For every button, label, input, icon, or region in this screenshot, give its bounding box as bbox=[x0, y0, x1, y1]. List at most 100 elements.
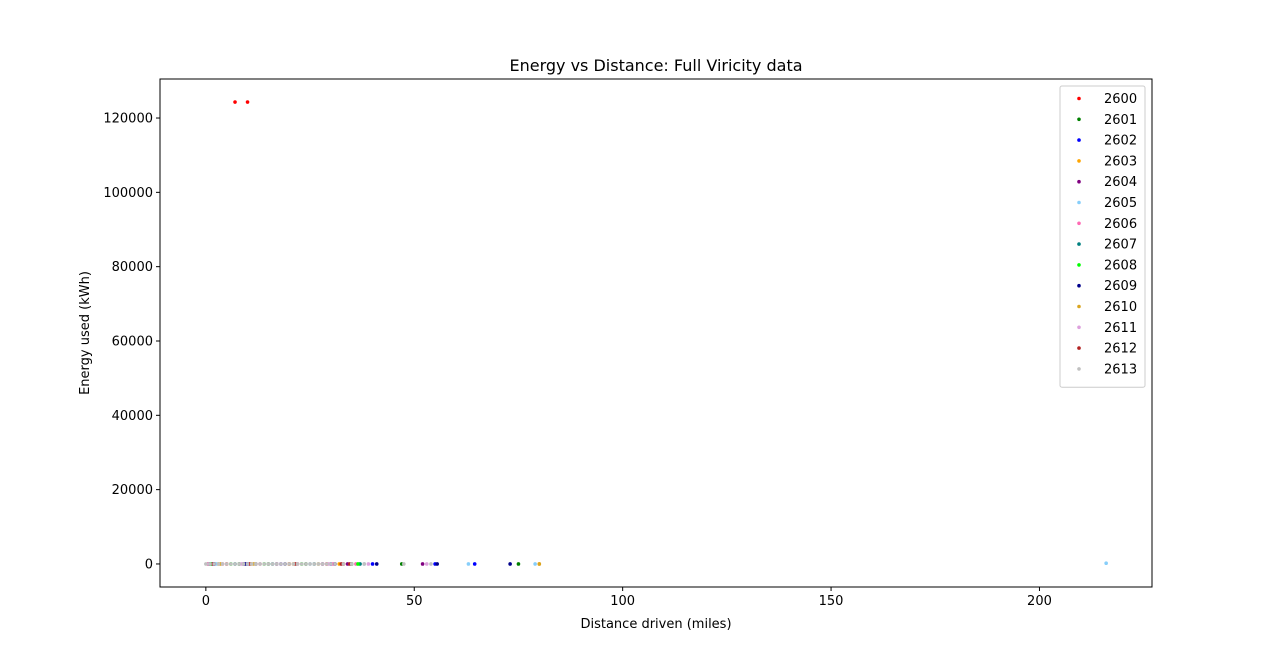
legend-label: 2607 bbox=[1104, 238, 1137, 253]
legend-marker bbox=[1077, 179, 1081, 184]
legend-label: 2605 bbox=[1104, 196, 1137, 211]
data-point bbox=[233, 562, 237, 566]
x-axis: 0 50 100 150 200 bbox=[202, 587, 1052, 609]
data-point bbox=[429, 562, 433, 566]
y-tick-label: 120000 bbox=[103, 112, 153, 127]
data-point bbox=[233, 100, 237, 104]
legend-label: 2604 bbox=[1104, 175, 1137, 190]
legend-label: 2601 bbox=[1104, 113, 1137, 128]
legend-marker bbox=[1077, 221, 1081, 226]
x-tick-label: 150 bbox=[819, 594, 844, 609]
data-point bbox=[533, 562, 537, 566]
data-point bbox=[266, 562, 271, 566]
plot-frame bbox=[159, 78, 1153, 588]
data-point bbox=[366, 562, 371, 566]
data-point bbox=[308, 562, 312, 566]
y-tick-label: 60000 bbox=[112, 334, 153, 349]
y-tick-label: 0 bbox=[145, 557, 153, 572]
x-tick-label: 200 bbox=[1027, 594, 1052, 609]
legend-marker bbox=[1077, 325, 1081, 330]
data-point bbox=[316, 562, 321, 566]
legend-marker bbox=[1077, 96, 1081, 101]
legend-marker bbox=[1077, 304, 1081, 309]
y-tick-label: 100000 bbox=[103, 186, 153, 201]
y-tick-label: 40000 bbox=[112, 409, 153, 424]
data-point bbox=[402, 562, 406, 566]
data-point bbox=[370, 562, 375, 566]
data-point bbox=[274, 562, 279, 566]
data-point bbox=[245, 562, 250, 566]
data-point bbox=[341, 562, 346, 566]
data-point bbox=[333, 562, 337, 566]
y-tick-label: 80000 bbox=[112, 260, 153, 275]
chart-title: Energy vs Distance: Full Viricity data bbox=[509, 56, 802, 75]
data-point bbox=[299, 562, 304, 566]
plot-area bbox=[204, 100, 1108, 566]
data-point bbox=[249, 562, 254, 566]
data-point bbox=[291, 562, 296, 566]
data-point bbox=[320, 562, 325, 566]
data-point bbox=[245, 100, 250, 104]
data-point bbox=[349, 562, 354, 566]
legend-label: 2609 bbox=[1104, 279, 1137, 294]
data-point bbox=[204, 562, 208, 566]
data-point bbox=[356, 562, 360, 566]
legend-box bbox=[1059, 85, 1146, 388]
data-point bbox=[304, 562, 308, 566]
data-point bbox=[258, 562, 262, 566]
legend-marker bbox=[1077, 117, 1081, 122]
data-point bbox=[220, 562, 225, 566]
data-point bbox=[283, 562, 287, 566]
data-point bbox=[262, 562, 267, 566]
data-point bbox=[254, 562, 258, 566]
series-2600 bbox=[206, 100, 346, 566]
data-point bbox=[229, 562, 233, 566]
data-point bbox=[241, 562, 246, 566]
x-axis-label: Distance driven (miles) bbox=[580, 617, 731, 632]
data-point bbox=[374, 562, 379, 566]
data-point bbox=[435, 562, 439, 566]
data-point bbox=[508, 562, 512, 566]
x-tick-label: 0 bbox=[202, 594, 210, 609]
y-axis: 0 20000 40000 60000 80000 100000 120000 bbox=[103, 112, 160, 572]
legend-marker bbox=[1077, 263, 1081, 267]
series-2613 bbox=[204, 562, 433, 566]
legend-label: 2606 bbox=[1104, 217, 1137, 232]
data-point bbox=[208, 562, 212, 566]
legend: 2600 2601 2602 2603 2604 2605 2606 2607 2608 2609… bbox=[1059, 85, 1146, 388]
legend-label: 2600 bbox=[1104, 92, 1137, 107]
legend-label: 2611 bbox=[1104, 321, 1137, 336]
data-point bbox=[424, 562, 429, 566]
data-point bbox=[216, 562, 221, 566]
x-tick-label: 100 bbox=[610, 594, 635, 609]
legend-marker bbox=[1077, 242, 1081, 246]
legend-label: 2612 bbox=[1104, 342, 1137, 357]
data-point bbox=[1104, 561, 1108, 566]
legend-label: 2608 bbox=[1104, 258, 1137, 273]
y-axis-label: Energy used (kWh) bbox=[78, 271, 93, 395]
data-point bbox=[420, 562, 425, 566]
data-point bbox=[312, 562, 317, 566]
data-point bbox=[212, 562, 216, 566]
legend-label: 2603 bbox=[1104, 154, 1137, 169]
data-point bbox=[472, 562, 477, 566]
legend-label: 2602 bbox=[1104, 134, 1137, 149]
data-point bbox=[537, 562, 542, 566]
legend-marker bbox=[1077, 200, 1081, 205]
data-point bbox=[329, 562, 333, 566]
legend-marker bbox=[1077, 159, 1081, 163]
data-point bbox=[287, 562, 292, 566]
data-point bbox=[466, 562, 471, 566]
y-tick-label: 20000 bbox=[112, 483, 153, 498]
data-point bbox=[324, 562, 329, 566]
legend-marker bbox=[1077, 138, 1081, 142]
data-point bbox=[279, 562, 283, 566]
legend-label: 2610 bbox=[1104, 300, 1137, 315]
legend-marker bbox=[1077, 367, 1081, 371]
x-tick-label: 50 bbox=[406, 594, 423, 609]
data-point bbox=[224, 562, 229, 566]
data-point bbox=[516, 562, 521, 566]
data-point bbox=[237, 562, 241, 566]
legend-label: 2613 bbox=[1104, 362, 1137, 377]
